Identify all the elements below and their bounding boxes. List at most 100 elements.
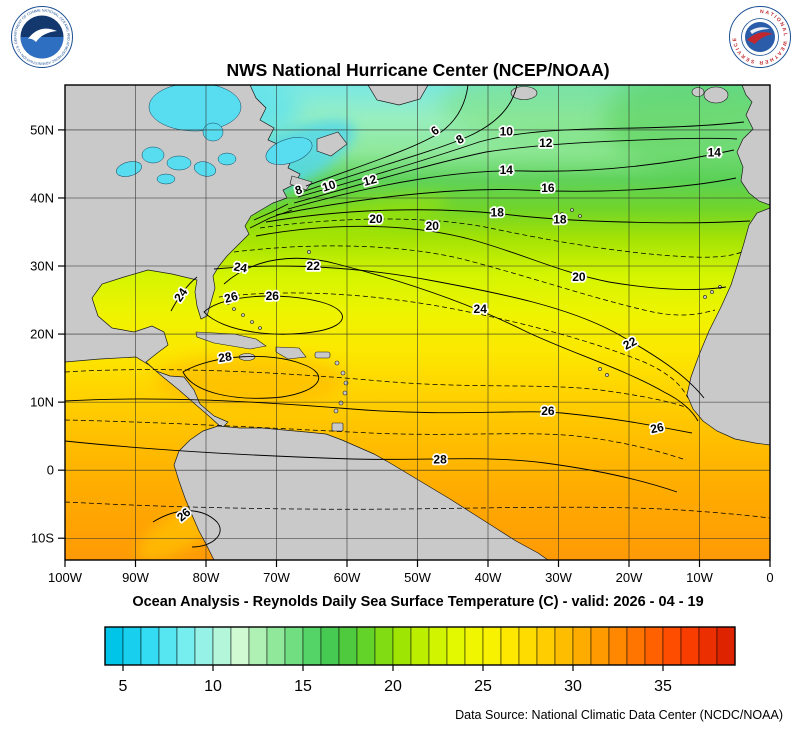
front-line-b — [249, 209, 293, 229]
colorbar-segment — [644, 626, 664, 666]
colorbar-segment — [248, 626, 268, 666]
colorbar-segment — [716, 626, 736, 666]
colorbar-tick-label: 30 — [564, 678, 582, 695]
isotherm-12 — [293, 137, 738, 204]
gulf-stream-warm-tongue — [242, 195, 448, 251]
isotherm-19-dashed — [259, 218, 743, 258]
colorbar-segment — [212, 626, 232, 666]
lon-tick-label: 10W — [686, 570, 713, 585]
lat-tick-label: 10N — [30, 395, 54, 410]
isotherm-6 — [305, 85, 469, 187]
colorbar-segment — [464, 626, 484, 666]
nws-bird-icon — [747, 32, 773, 44]
lon-tick-label: 90W — [122, 570, 149, 585]
colorbar-segment — [374, 626, 394, 666]
colorbar-segment — [554, 626, 574, 666]
colorbar-segment — [194, 626, 214, 666]
lon-tick-label: 30W — [545, 570, 572, 585]
isotherm-27-dashed — [65, 419, 687, 461]
colorbar-tick-label: 25 — [474, 678, 492, 695]
azores-islands — [560, 208, 582, 218]
isotherm-28 — [65, 440, 678, 493]
greenland-landmass — [367, 85, 429, 106]
isotherm-label: 10 — [500, 124, 514, 138]
isotherm-label: 20 — [572, 270, 586, 284]
newfoundland-island — [316, 131, 348, 157]
colorbar-segment — [428, 626, 448, 666]
isotherm-label: 12 — [362, 172, 379, 189]
colorbar-segment — [698, 626, 718, 666]
ireland-island — [691, 87, 705, 97]
isotherm-26-peru — [152, 510, 221, 548]
isotherm-27-south-dashed — [65, 501, 770, 519]
noaa-emblem-sea — [20, 37, 64, 59]
land-layer — [65, 85, 770, 560]
bermuda-island — [307, 250, 311, 254]
colorbar-segment — [230, 626, 250, 666]
isotherm-label: 14 — [500, 163, 514, 177]
isotherm-label: 20 — [426, 219, 440, 233]
colorbar-segment — [104, 626, 124, 666]
britain-island — [703, 86, 729, 104]
page-title: NWS National Hurricane Center (NCEP/NOAA… — [226, 60, 609, 80]
lat-tick-label: 20N — [30, 327, 54, 342]
gulf-of-st-lawrence — [265, 137, 313, 165]
cuba-island — [195, 331, 267, 350]
colorbar-segment — [536, 626, 556, 666]
nws-logo: NATIONAL WEATHER SERVICE — [729, 6, 791, 68]
isotherm-label: 16 — [541, 181, 555, 195]
isotherm-18 — [265, 209, 751, 224]
colorbar-segment — [410, 626, 430, 666]
colorbar-segment — [338, 626, 358, 666]
isotherm-label: 26 — [266, 289, 280, 303]
nova-scotia-peninsula — [289, 175, 313, 191]
isotherm-26 — [65, 398, 693, 434]
isotherm-16 — [275, 177, 737, 216]
isotherm-10 — [297, 121, 745, 198]
isotherm-label: 24 — [474, 302, 488, 316]
isotherm-layer — [65, 85, 770, 548]
figure-caption: Ocean Analysis - Reynolds Daily Sea Surf… — [132, 594, 703, 610]
colorbar-border — [104, 626, 736, 666]
isotherm-label: 20 — [369, 212, 383, 226]
colorbar-segment — [572, 626, 592, 666]
isotherm-8 — [301, 85, 518, 193]
puerto-rico-island — [314, 351, 331, 359]
nws-map-shape — [750, 27, 770, 34]
colorbar-segment — [608, 626, 628, 666]
lat-tick-label: 50N — [30, 122, 54, 137]
colorbar-tick-label: 10 — [204, 678, 222, 695]
lon-tick-label: 0 — [766, 570, 773, 585]
lon-tick-label: 80W — [193, 570, 220, 585]
colorbar-segment — [302, 626, 322, 666]
lat-tick-label: 30N — [30, 259, 54, 274]
isotherm-label: 14 — [708, 145, 722, 159]
colorbar-segment — [500, 626, 520, 666]
lon-tick-label: 20W — [616, 570, 643, 585]
axis-layer: 50N 40N 30N 20N 10N 0 10S 100W 90W 80W 70W 60W 50W 40… — [30, 122, 773, 585]
south-america-landmass — [173, 425, 549, 560]
cape-verde-islands — [598, 367, 609, 377]
europe-iberia-landmass — [736, 85, 770, 206]
isotherm-24-florida — [170, 276, 198, 312]
isotherm-label: 26 — [649, 420, 665, 437]
colorbar: 5 10 15 20 25 30 35 — [104, 626, 736, 695]
colorbar-segment — [482, 626, 502, 666]
isotherm-20 — [255, 225, 727, 290]
great-lakes — [116, 146, 237, 185]
isotherm-25-dashed — [65, 369, 689, 409]
isotherm-24 — [223, 257, 699, 422]
isotherm-label: 18 — [491, 205, 505, 219]
lat-tick-label: 0 — [47, 463, 54, 478]
colorbar-tick-label: 15 — [294, 678, 312, 695]
lon-tick-label: 70W — [263, 570, 290, 585]
isotherm-label: 28 — [433, 452, 447, 466]
africa-landmass — [686, 207, 770, 446]
colorbar-segment — [284, 626, 304, 666]
colorbar-tick-label: 20 — [384, 678, 402, 695]
colorbar-segment — [626, 626, 646, 666]
lon-tick-label: 60W — [334, 570, 361, 585]
front-line-a — [253, 203, 289, 221]
hispaniola-island — [275, 346, 307, 360]
